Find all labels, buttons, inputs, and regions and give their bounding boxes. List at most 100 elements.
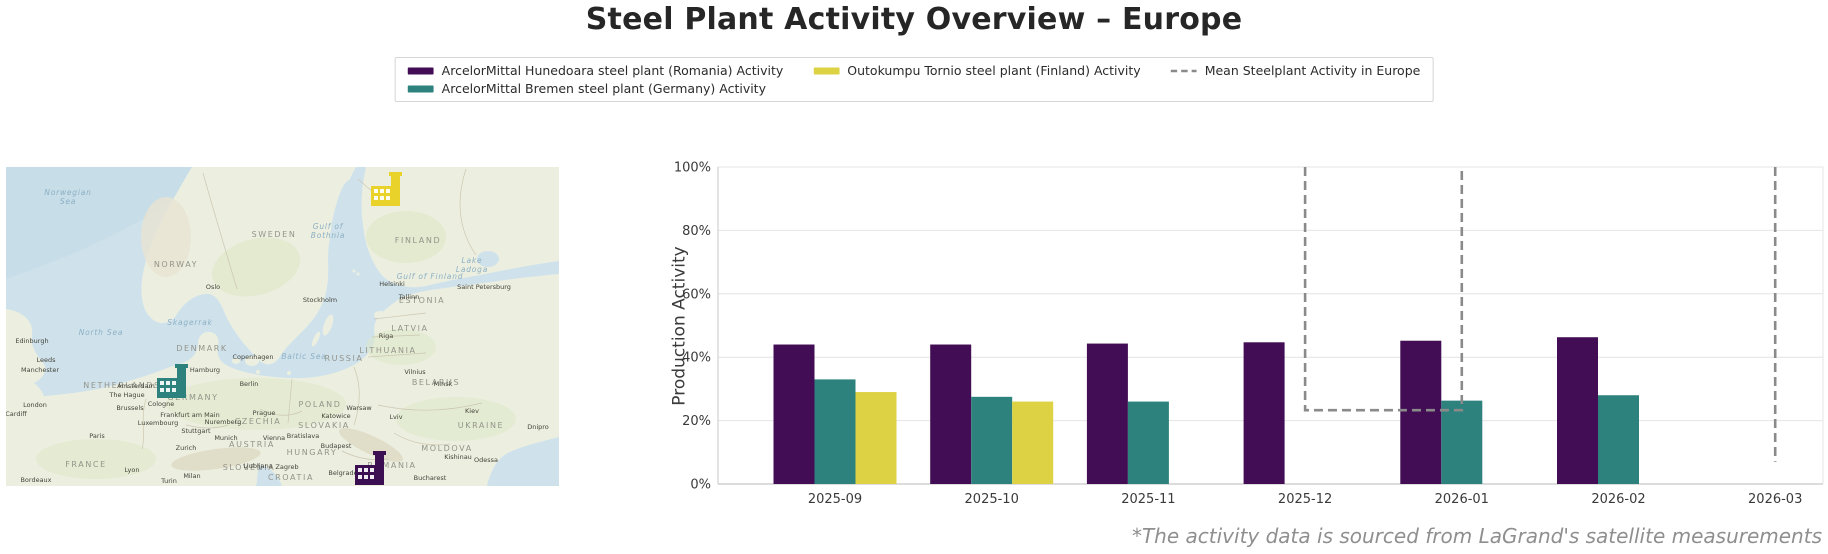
map-city-label: Stockholm	[303, 296, 337, 304]
bar-series2-month1	[1012, 401, 1054, 484]
page-title: Steel Plant Activity Overview – Europe	[585, 2, 1243, 37]
bar-series0-month1	[930, 344, 972, 484]
map-city-label: Kiev	[465, 407, 479, 415]
bar-series1-month0	[814, 379, 856, 484]
map-sea-label: Skagerrak	[167, 318, 212, 327]
map-city-label: Vilnius	[404, 368, 426, 376]
legend-column-0: ArcelorMittal Hunedoara steel plant (Rom…	[407, 63, 784, 96]
bar-series1-month4	[1441, 400, 1483, 484]
color-swatch-icon	[407, 85, 434, 92]
map-gulf-of-bothnia	[329, 179, 354, 263]
bar-series0-month2	[1086, 343, 1128, 484]
map-country-label: ESTONIA	[399, 296, 445, 305]
bar-series1-month1	[971, 396, 1013, 484]
bar-series0-month4	[1400, 340, 1442, 484]
map-land-scandinavia	[141, 167, 559, 365]
legend-item-label: ArcelorMittal Hunedoara steel plant (Rom…	[441, 63, 784, 78]
map-city-label: Leeds	[36, 356, 56, 364]
x-tick-label: 2025-12	[1278, 492, 1332, 507]
map-country-label: RUSSIA	[324, 354, 363, 363]
map-city-label: Tallinn	[398, 293, 420, 301]
map-sea-label: Lake Ladoga	[456, 256, 488, 274]
footnote: *The activity data is sourced from LaGra…	[1131, 524, 1822, 548]
map-country-label: DENMARK	[176, 344, 228, 353]
x-tick-label: 2026-02	[1591, 492, 1645, 507]
x-tick-label: 2025-11	[1121, 492, 1175, 507]
y-tick-label: 80%	[682, 224, 711, 239]
map-city-label: Belgrade	[328, 469, 357, 477]
map-city-label: Bratislava	[287, 432, 319, 440]
map-country-label: AUSTRIA	[229, 440, 275, 449]
bar-series0-month3	[1243, 342, 1285, 484]
x-tick-label: 2026-01	[1435, 492, 1489, 507]
legend-item-label: Mean Steelplant Activity in Europe	[1204, 63, 1421, 78]
legend-item: ArcelorMittal Bremen steel plant (German…	[407, 81, 784, 96]
map-city-label: Edinburgh	[15, 337, 48, 345]
map-country-label: GERMANY	[167, 393, 218, 402]
legend-column-2: Mean Steelplant Activity in Europe	[1170, 63, 1421, 78]
map-country-label: SWEDEN	[252, 230, 297, 239]
bar-series0-month5	[1557, 337, 1598, 484]
legend-item-label: Outokumpu Tornio steel plant (Finland) A…	[847, 63, 1141, 78]
map-country-label: POLAND	[299, 400, 342, 409]
map-city-label: Cologne	[148, 400, 175, 408]
map-city-label: London	[23, 401, 47, 409]
map-city-label: Copenhagen	[232, 353, 273, 361]
map-city-label: Warsaw	[346, 404, 372, 412]
bar-series1-month2	[1127, 401, 1169, 484]
map-city-label: Lviv	[389, 413, 402, 421]
x-tick-label: 2025-10	[965, 492, 1019, 507]
map-terrain	[36, 197, 516, 479]
map-city-label: Nuremberg	[205, 418, 242, 426]
factory-marker-hunedoara[interactable]	[355, 451, 386, 485]
map-islands	[232, 269, 386, 375]
y-tick-label: 40%	[682, 351, 711, 366]
x-tick-label: 2026-03	[1748, 492, 1802, 507]
map-country-label: NETHERLANDS	[83, 381, 161, 390]
x-tick-label: 2025-09	[808, 492, 862, 507]
map-city-label: Odessa	[474, 456, 498, 464]
map-city-label: Riga	[379, 332, 393, 340]
map-city-label: Budapest	[321, 442, 352, 450]
map-country-label: LITHUANIA	[359, 346, 416, 355]
map-city-label: Berlin	[240, 380, 259, 388]
map-country-label: ROMANIA	[367, 461, 416, 470]
legend-item: Mean Steelplant Activity in Europe	[1170, 63, 1421, 78]
map-city-label: Lyon	[125, 466, 140, 474]
map-city-label: Minsk	[434, 380, 453, 388]
map-city-label: Frankfurt am Main	[160, 411, 219, 419]
map-country-label: HUNGARY	[287, 448, 338, 457]
bar-series0-month0	[773, 344, 815, 484]
color-swatch-icon	[407, 67, 434, 74]
map-city-label: Luxembourg	[138, 419, 179, 427]
map-city-label: Kishinau	[444, 453, 472, 461]
map-country-label: MOLDOVA	[421, 444, 473, 453]
chart-legend: ArcelorMittal Hunedoara steel plant (Rom…	[394, 57, 1434, 102]
map-city-label: Amsterdam	[117, 382, 155, 390]
map-city-label: Saint Petersburg	[457, 283, 511, 291]
y-tick-label: 20%	[682, 414, 711, 429]
map-country-label: CZECHIA	[235, 417, 282, 426]
europe-map[interactable]: Norwegian Sea North Sea Baltic Sea Gulf of Bo…	[5, 167, 559, 486]
map-city-label: Prague	[253, 409, 276, 417]
map-city-label: Helsinki	[379, 280, 405, 288]
map-canvas[interactable]: Norwegian Sea North Sea Baltic Sea Gulf of Bo…	[5, 167, 559, 486]
factory-marker-bremen[interactable]	[157, 364, 188, 398]
mean-activity-line	[1303, 167, 1464, 412]
map-country-label: FRANCE	[65, 460, 107, 469]
map-country-label: SLOVAKIA	[298, 421, 350, 430]
map-country-label: BELARUS	[412, 378, 460, 387]
map-city-label: Ljubljana	[243, 462, 272, 470]
bar-series2-month0	[855, 392, 897, 484]
map-lake-ladoga	[477, 251, 499, 267]
map-city-label: Hamburg	[190, 366, 220, 374]
map-land-uk	[6, 309, 46, 417]
factory-marker-tornio[interactable]	[371, 172, 402, 206]
map-city-label: Paris	[89, 432, 105, 440]
map-sea-label: North Sea	[79, 328, 124, 337]
map-sea-label: Norwegian Sea	[44, 188, 91, 206]
map-country-label: CROATIA	[268, 473, 314, 482]
map-city-label: Bucharest	[414, 474, 447, 482]
map-sea-label: Baltic Sea	[281, 352, 326, 361]
map-country-label: LATVIA	[391, 324, 428, 333]
